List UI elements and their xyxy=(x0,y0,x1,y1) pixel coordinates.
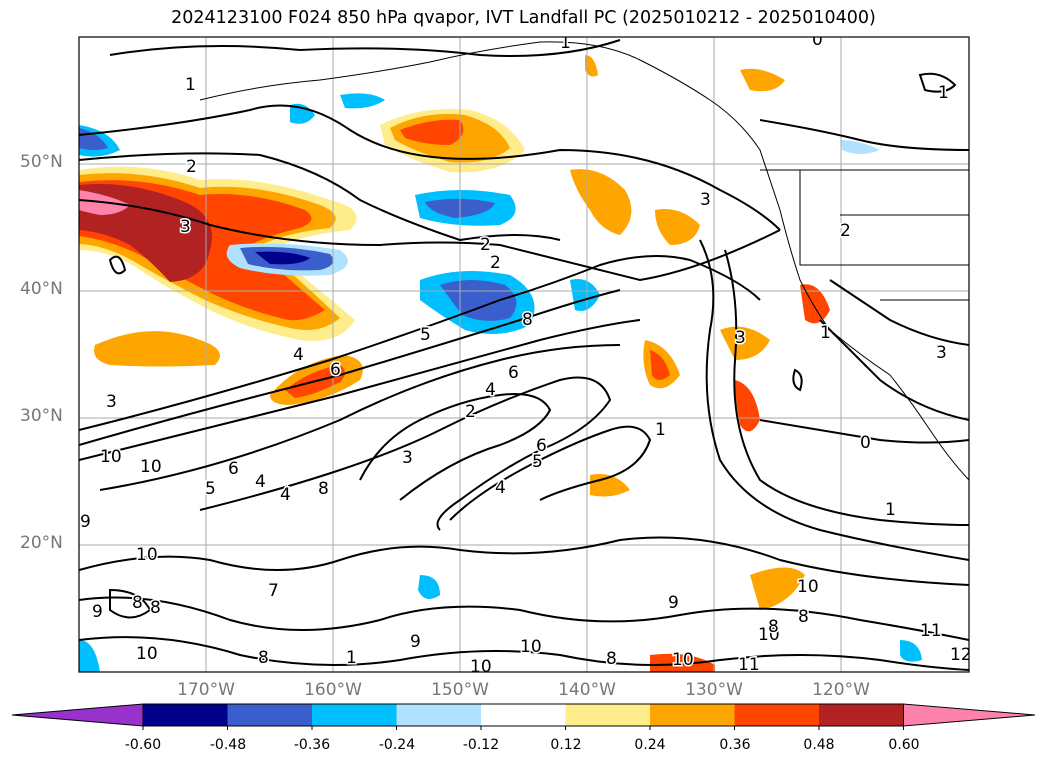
contour-label: 6 xyxy=(508,363,519,383)
contour-label: 1 xyxy=(185,75,196,95)
contour-label: 11 xyxy=(738,655,760,675)
colorbar-segment xyxy=(565,704,651,726)
contour-label: 4 xyxy=(485,380,496,400)
colorbar-tick-label: -0.60 xyxy=(124,737,162,753)
map-frame xyxy=(78,36,970,673)
contour-label: 8 xyxy=(132,593,143,613)
contour-label: 5 xyxy=(532,452,543,472)
colorbar-segment xyxy=(227,704,313,726)
contour-label: 8 xyxy=(150,598,161,618)
ivt-contours xyxy=(79,39,969,671)
contour-label: 7 xyxy=(268,581,279,601)
contour-label: 10 xyxy=(140,457,162,477)
lon-label: 160°W xyxy=(304,680,362,700)
contour-label: 3 xyxy=(180,217,191,237)
contour-label: 4 xyxy=(293,345,304,365)
contour-label: 6 xyxy=(536,436,547,456)
colorbar-tick-label: -0.12 xyxy=(462,737,500,753)
contour-label: 1 xyxy=(560,33,571,53)
colorbar-tick-label: 0.36 xyxy=(719,737,751,753)
contour-label: 2 xyxy=(186,157,197,177)
contour-label: 2 xyxy=(480,235,491,255)
colorbar-tick-label: 0.48 xyxy=(803,737,835,753)
contour-label: 0 xyxy=(812,30,823,50)
contour-label: 2 xyxy=(490,253,501,273)
colorbar-extend-max xyxy=(903,703,1036,727)
contour-label: 1 xyxy=(938,83,949,103)
contour-label: 3 xyxy=(735,328,746,348)
contour-label: 10 xyxy=(470,657,492,677)
map-title: 2024123100 F024 850 hPa qvapor, IVT Land… xyxy=(171,8,876,28)
lon-label: 150°W xyxy=(431,680,489,700)
colorbar-segment xyxy=(312,704,397,726)
contour-label: 3 xyxy=(936,343,947,363)
coastline xyxy=(199,41,969,481)
lat-label: 20°N xyxy=(20,533,63,553)
colorbar-segment xyxy=(396,704,482,726)
contour-label: 4 xyxy=(280,485,291,505)
contour-label: 10 xyxy=(100,447,122,467)
colorbar-tick-label: 0.12 xyxy=(550,737,582,753)
contour-label: 9 xyxy=(410,632,421,652)
contour-label: 8 xyxy=(798,607,809,627)
contour-label: 10 xyxy=(136,545,158,565)
colorbar-tick-label: -0.36 xyxy=(293,737,331,753)
lon-label: 140°W xyxy=(558,680,616,700)
contour-label: 1 xyxy=(655,420,666,440)
contour-label: 5 xyxy=(420,325,431,345)
qvapor-shading xyxy=(79,55,922,672)
contour-label: 12 xyxy=(950,645,972,665)
contour-label: 0 xyxy=(860,433,871,453)
contour-label: 6 xyxy=(330,360,341,380)
colorbar-segment xyxy=(481,704,566,726)
contour-label: 8 xyxy=(522,310,533,330)
contour-label: 2 xyxy=(465,402,476,422)
colorbar-segment xyxy=(734,704,820,726)
lon-label: 170°W xyxy=(177,680,235,700)
contour-label: 4 xyxy=(255,472,266,492)
colorbar-segment xyxy=(650,704,735,726)
contour-label: 8 xyxy=(768,617,779,637)
contour-label: 8 xyxy=(258,648,269,668)
contour-label: 3 xyxy=(106,392,117,412)
contour-label: 10 xyxy=(136,644,158,664)
lat-label: 30°N xyxy=(20,406,63,426)
lat-label: 50°N xyxy=(20,152,63,172)
lat-label: 40°N xyxy=(20,279,63,299)
contour-label: 10 xyxy=(520,637,542,657)
contour-label: 1 xyxy=(820,323,831,343)
colorbar-frame xyxy=(142,703,904,727)
contour-label: 10 xyxy=(758,625,780,645)
contour-label: 3 xyxy=(700,190,711,210)
contour-label: 1 xyxy=(346,648,357,668)
colorbar-tick-label: -0.48 xyxy=(209,737,247,753)
lon-label: 120°W xyxy=(812,680,870,700)
colorbar-tick-label: 0.60 xyxy=(888,737,920,753)
contour-label: 6 xyxy=(228,459,239,479)
colorbar-tick-label: -0.24 xyxy=(378,737,416,753)
contour-label: 5 xyxy=(205,479,216,499)
contour-label: 9 xyxy=(668,593,679,613)
contour-label: 8 xyxy=(318,479,329,499)
colorbar-extend-min xyxy=(11,703,144,727)
lon-label: 130°W xyxy=(685,680,743,700)
contour-label: 4 xyxy=(495,478,506,498)
contour-label: 10 xyxy=(797,577,819,597)
colorbar xyxy=(11,703,1036,730)
contour-label: 1 xyxy=(885,500,896,520)
contour-label: 10 xyxy=(672,650,694,670)
colorbar-segment xyxy=(819,704,904,726)
colorbar-tick-label: 0.24 xyxy=(634,737,666,753)
contour-label: 8 xyxy=(606,649,617,669)
contour-label: 11 xyxy=(920,621,942,641)
contour-label: 3 xyxy=(402,448,413,468)
contour-label: 9 xyxy=(80,512,91,532)
contour-label: 2 xyxy=(840,221,851,241)
map-gridlines xyxy=(79,37,969,672)
contour-label: 9 xyxy=(92,602,103,622)
colorbar-segment xyxy=(143,704,228,726)
